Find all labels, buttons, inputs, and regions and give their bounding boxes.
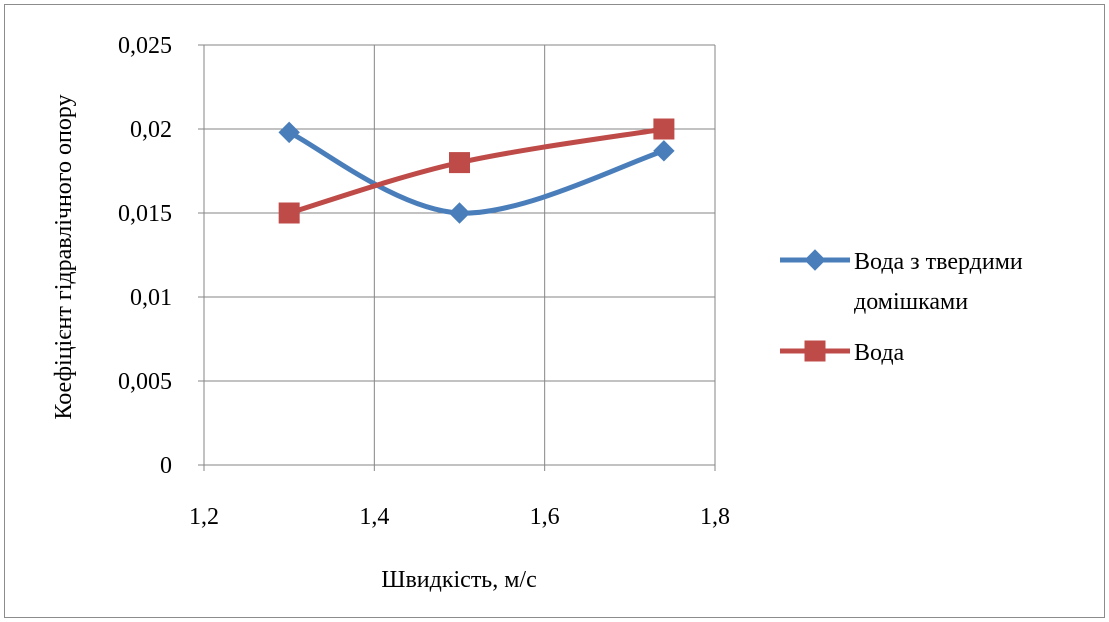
legend-label: домішками	[854, 289, 968, 315]
y-tick-label: 0,01	[130, 285, 172, 311]
legend-label: Вода з твердими	[854, 249, 1023, 275]
axes	[198, 44, 716, 471]
solids-series-point	[278, 121, 300, 144]
y-tick-label: 0,005	[118, 369, 172, 395]
x-tick-label: 1,2	[189, 504, 219, 530]
legend: Вода з твердими домішками Вода	[780, 249, 1023, 366]
y-tick-label: 0	[160, 453, 172, 479]
y-tick-label: 0,02	[130, 117, 172, 143]
y-axis-label: Коефіцієнт гідравлічного опору	[51, 94, 77, 419]
legend-marker	[804, 249, 826, 271]
solids-series-line	[286, 129, 667, 216]
legend-label: Вода	[854, 340, 905, 366]
grid	[204, 44, 716, 465]
solids-series-point	[448, 202, 471, 224]
x-tick-label: 1,6	[530, 504, 560, 530]
y-tick-label: 0,025	[118, 33, 172, 59]
water-series-point	[449, 152, 470, 174]
y-tick-label: 0,015	[118, 201, 172, 227]
x-tick-label: 1,4	[359, 504, 389, 530]
x-tick-label: 1,8	[700, 504, 730, 530]
water-series	[278, 118, 675, 224]
water-series-point	[278, 202, 300, 224]
water-series-point	[653, 118, 675, 140]
tick-labels: 0 0,005 0,01 0,015 0,02 0,025 1,2 1,4 1,6 1,8	[118, 33, 730, 530]
legend-item-solids: Вода з твердими домішками	[780, 249, 1023, 315]
solids-series	[278, 121, 675, 224]
solids-series-point	[653, 140, 675, 162]
x-axis-label: Швидкість, м/с	[381, 567, 537, 593]
legend-item-water: Вода	[780, 340, 905, 366]
series	[278, 118, 675, 224]
legend-marker	[804, 340, 826, 362]
chart-frame	[4, 4, 1105, 618]
